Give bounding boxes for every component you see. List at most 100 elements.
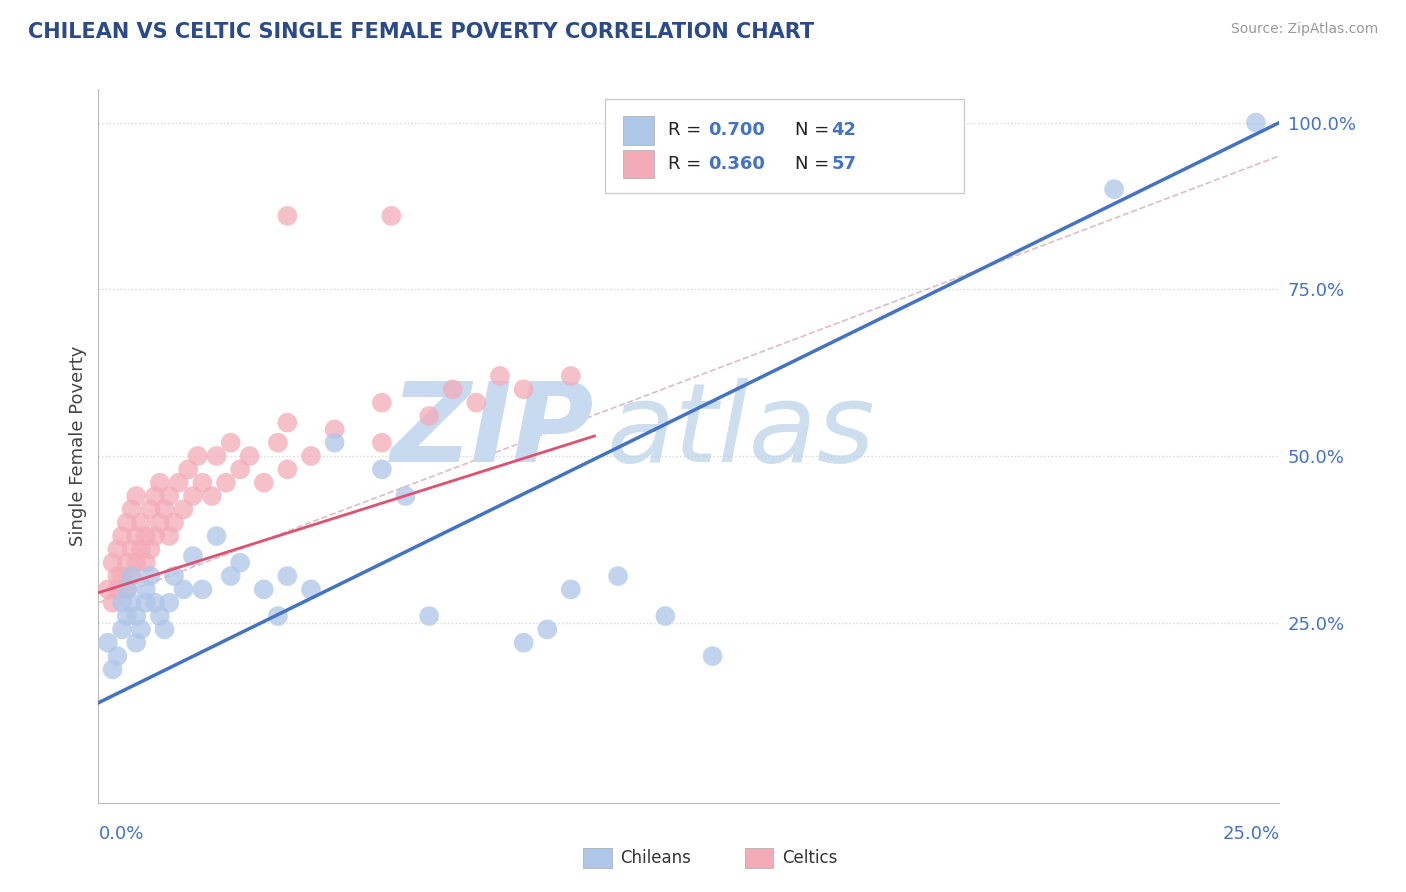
Point xyxy=(163,516,186,530)
Point xyxy=(157,596,180,610)
Text: ZIP: ZIP xyxy=(391,378,595,485)
Point xyxy=(121,596,143,610)
Point xyxy=(105,542,128,557)
Point xyxy=(115,556,138,570)
Point xyxy=(97,582,120,597)
Point xyxy=(143,489,166,503)
Point xyxy=(276,569,298,583)
Point xyxy=(191,475,214,490)
Point xyxy=(105,582,128,597)
Point xyxy=(465,395,488,409)
Point xyxy=(276,209,298,223)
Point xyxy=(181,489,204,503)
Point xyxy=(512,382,534,396)
Point xyxy=(101,662,124,676)
Point xyxy=(111,569,134,583)
Point xyxy=(560,582,582,597)
Text: R =: R = xyxy=(668,155,707,173)
Point xyxy=(299,582,322,597)
Point xyxy=(512,636,534,650)
Point xyxy=(323,435,346,450)
Point xyxy=(371,395,394,409)
Point xyxy=(115,609,138,624)
Point xyxy=(489,368,512,383)
Point xyxy=(135,596,157,610)
Point xyxy=(394,489,416,503)
Point xyxy=(115,582,138,597)
Point xyxy=(323,422,346,436)
Point xyxy=(101,596,124,610)
Point xyxy=(654,609,676,624)
Point xyxy=(139,569,162,583)
Point xyxy=(149,609,172,624)
Point xyxy=(187,449,209,463)
Point xyxy=(125,609,148,624)
Point xyxy=(560,368,582,383)
Point xyxy=(157,529,180,543)
Text: 25.0%: 25.0% xyxy=(1222,825,1279,843)
Point xyxy=(380,209,402,223)
Point xyxy=(1244,115,1267,129)
Point xyxy=(253,475,276,490)
Point xyxy=(418,609,440,624)
Point xyxy=(276,462,298,476)
Y-axis label: Single Female Poverty: Single Female Poverty xyxy=(69,346,87,546)
Text: 0.700: 0.700 xyxy=(707,121,765,139)
Point xyxy=(191,582,214,597)
Text: 0.0%: 0.0% xyxy=(98,825,143,843)
Point xyxy=(201,489,224,503)
Point xyxy=(111,529,134,543)
Point xyxy=(607,569,630,583)
Point xyxy=(97,636,120,650)
Point xyxy=(115,582,138,597)
Point xyxy=(121,569,143,583)
Point xyxy=(229,462,252,476)
Point xyxy=(172,582,194,597)
Point xyxy=(129,542,152,557)
Point xyxy=(167,475,190,490)
Point xyxy=(111,596,134,610)
Text: atlas: atlas xyxy=(606,378,875,485)
Text: 0.360: 0.360 xyxy=(707,155,765,173)
Point xyxy=(219,569,242,583)
Point xyxy=(115,516,138,530)
Text: 42: 42 xyxy=(831,121,856,139)
Point xyxy=(1102,182,1125,196)
Point xyxy=(153,623,176,637)
Point xyxy=(177,462,200,476)
Point xyxy=(267,435,290,450)
Point xyxy=(135,556,157,570)
Point xyxy=(121,542,143,557)
Text: Celtics: Celtics xyxy=(782,849,837,867)
Point xyxy=(105,649,128,664)
Point xyxy=(143,596,166,610)
Point xyxy=(149,516,172,530)
Point xyxy=(441,382,464,396)
Point xyxy=(163,569,186,583)
Point xyxy=(111,623,134,637)
Point xyxy=(215,475,238,490)
Point xyxy=(205,449,228,463)
Point xyxy=(371,462,394,476)
Point xyxy=(536,623,558,637)
Point xyxy=(299,449,322,463)
Text: Chileans: Chileans xyxy=(620,849,690,867)
Point xyxy=(205,529,228,543)
Text: N =: N = xyxy=(794,155,835,173)
Point xyxy=(371,435,394,450)
Point xyxy=(149,475,172,490)
Point xyxy=(139,542,162,557)
Point xyxy=(125,529,148,543)
Point xyxy=(135,582,157,597)
Point xyxy=(172,502,194,516)
Point xyxy=(153,502,176,516)
Point xyxy=(121,569,143,583)
Point xyxy=(139,502,162,516)
Point xyxy=(702,649,724,664)
Point xyxy=(125,489,148,503)
Point xyxy=(125,636,148,650)
Point xyxy=(121,502,143,516)
Point xyxy=(105,569,128,583)
Point xyxy=(181,549,204,563)
Text: CHILEAN VS CELTIC SINGLE FEMALE POVERTY CORRELATION CHART: CHILEAN VS CELTIC SINGLE FEMALE POVERTY … xyxy=(28,22,814,42)
